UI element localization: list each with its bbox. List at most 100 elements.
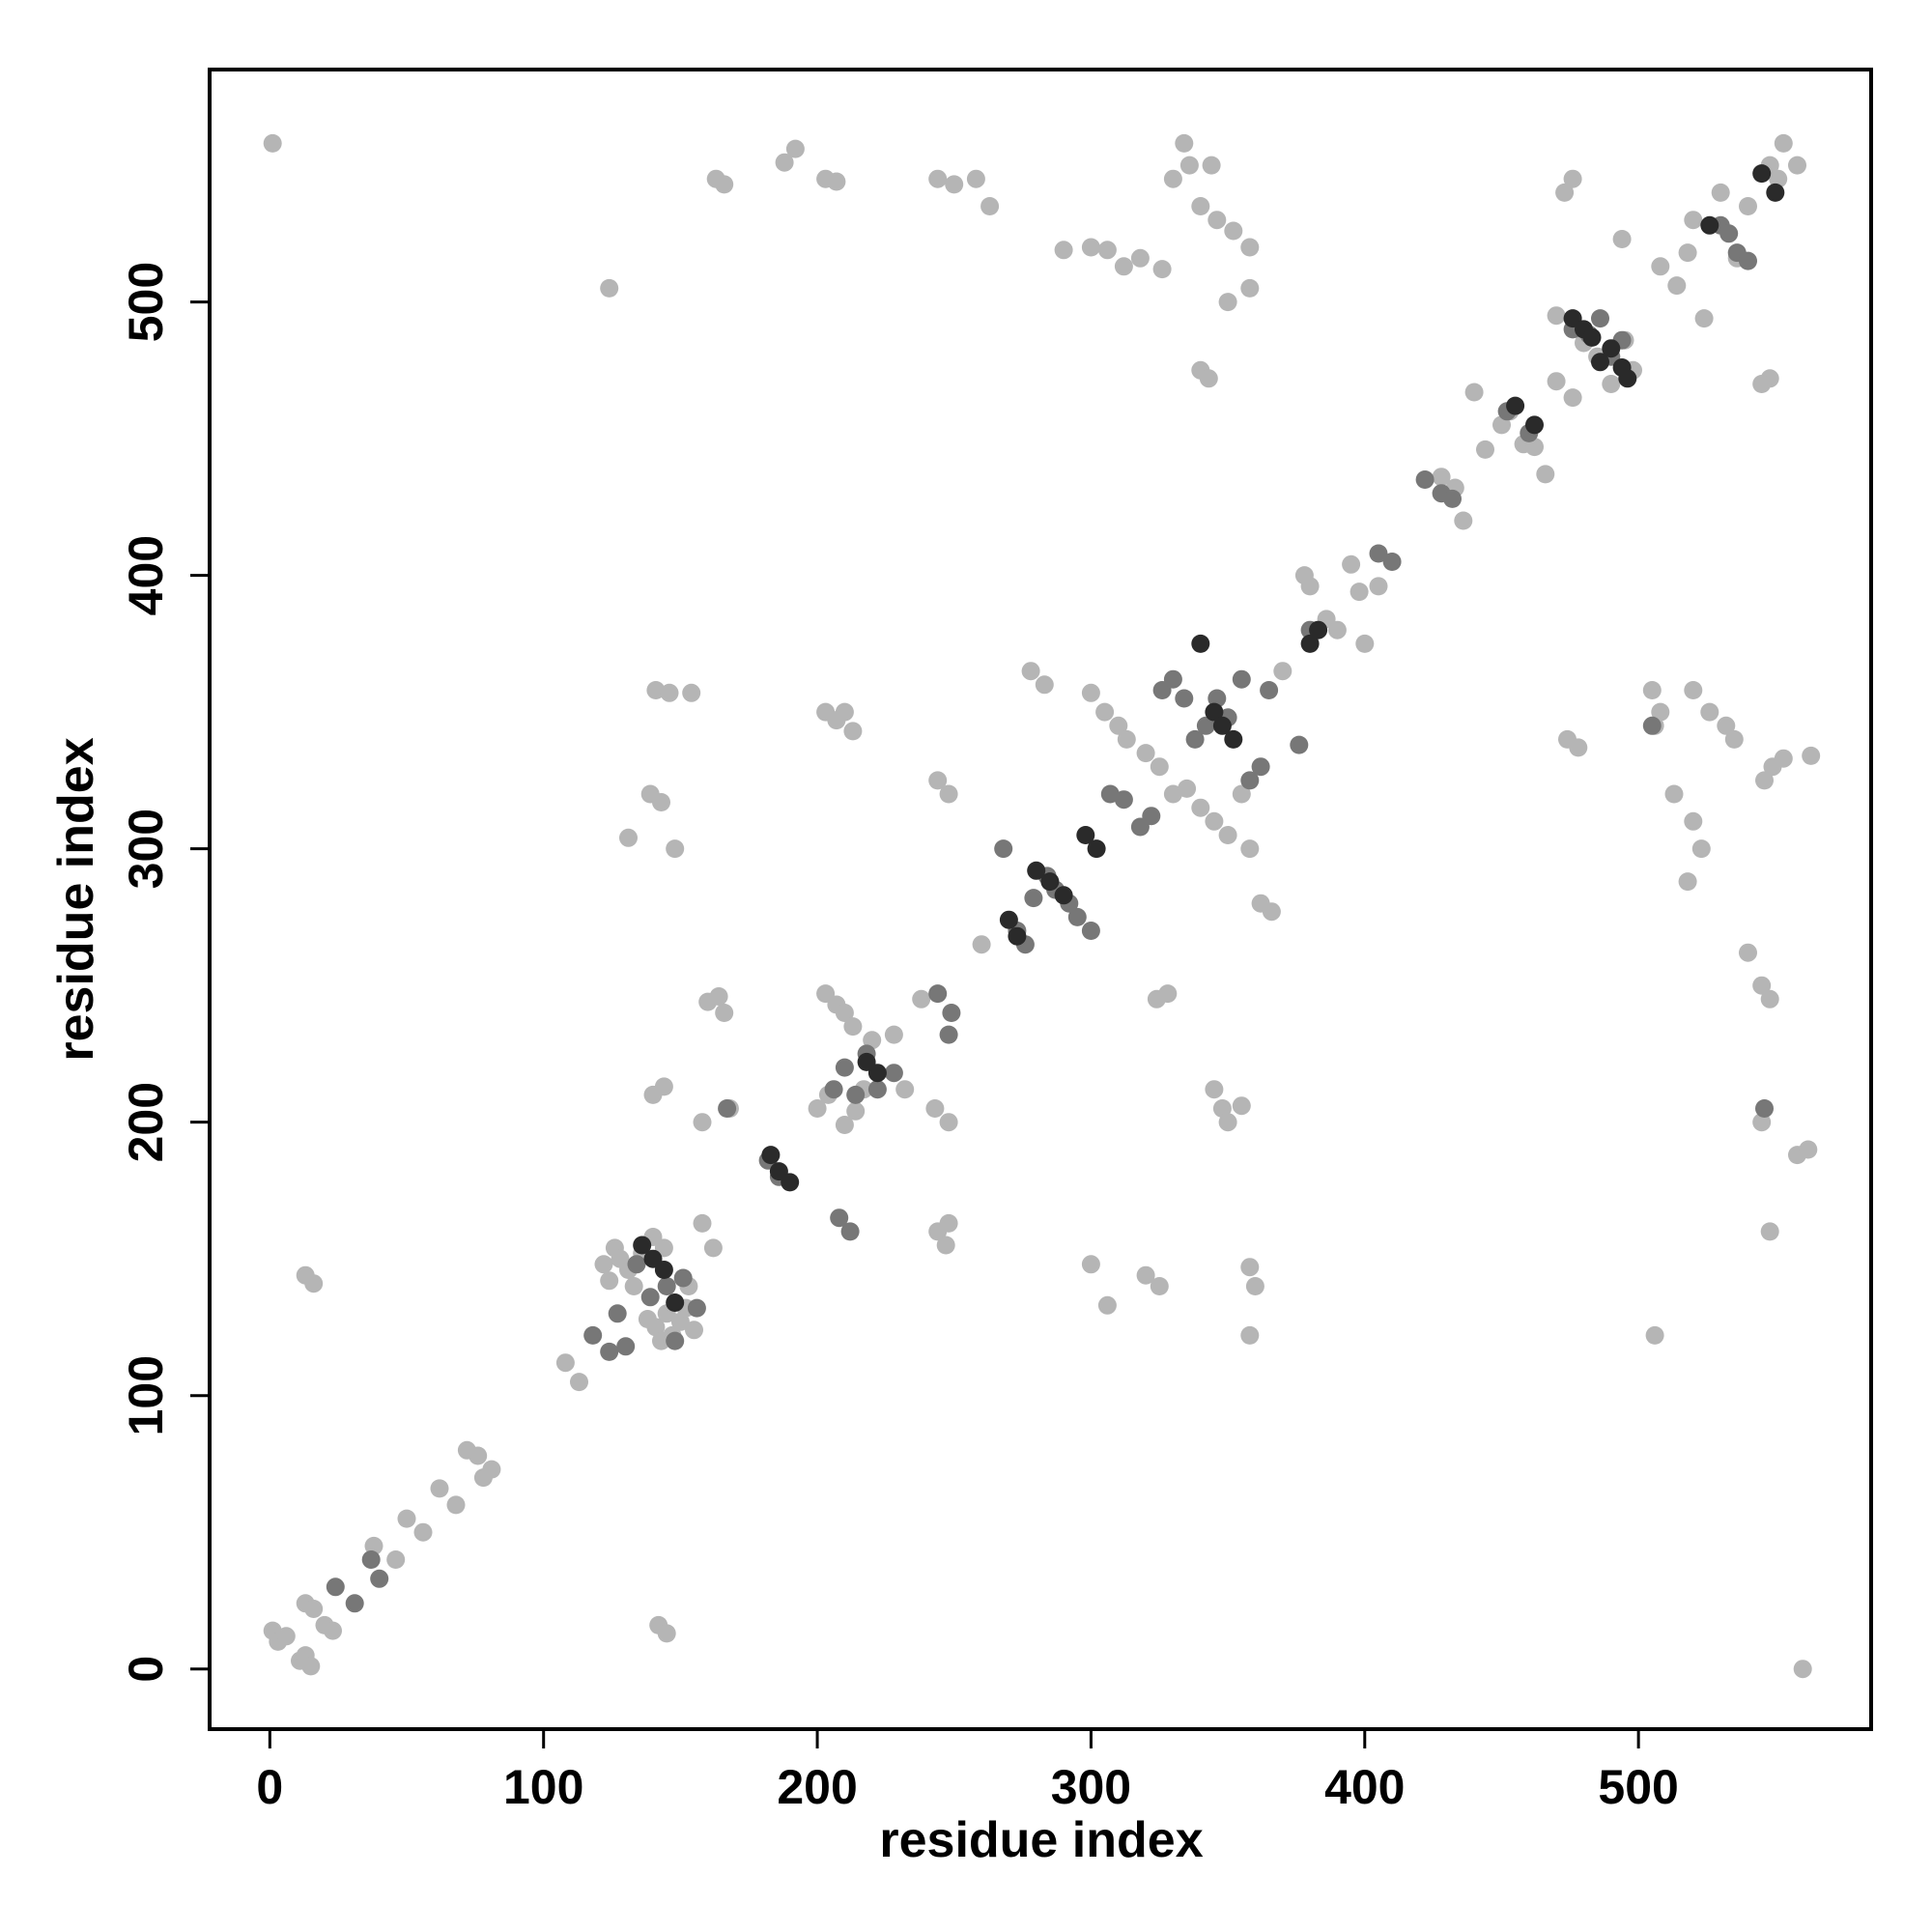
data-point-mid-13 (666, 1331, 685, 1350)
data-point-dark-6 (781, 1173, 800, 1192)
data-point-light-97 (1054, 241, 1073, 260)
data-point-light-10 (364, 1536, 384, 1555)
data-point-mid-21 (884, 1064, 903, 1083)
data-point-light-111 (1218, 293, 1237, 312)
data-point-light-163 (1536, 465, 1555, 484)
data-point-light-67 (827, 172, 846, 191)
data-point-light-142 (1202, 156, 1221, 175)
x-tick-label-0: 0 (256, 1760, 283, 1814)
y-axis: 0 100 200 300 400 500 (119, 262, 210, 1683)
data-point-light-178 (1645, 1325, 1664, 1345)
data-point-light-53 (646, 681, 666, 699)
data-point-mid-0 (326, 1577, 345, 1597)
data-point-dark-27 (1591, 353, 1609, 372)
data-point-mid-11 (673, 1268, 693, 1288)
data-point-dark-17 (1205, 702, 1224, 722)
data-point-mid-2 (370, 1569, 389, 1588)
data-point-mid-44 (1185, 729, 1205, 749)
data-point-light-56 (600, 278, 619, 298)
data-point-light-12 (397, 1509, 416, 1528)
data-points (263, 133, 1821, 1679)
data-point-light-100 (1114, 257, 1133, 276)
data-point-light-105 (1179, 156, 1199, 175)
data-point-light-50 (666, 839, 685, 859)
data-point-mid-45 (1196, 716, 1215, 735)
data-point-light-205 (1793, 1660, 1812, 1679)
data-point-mid-54 (1369, 544, 1388, 563)
data-point-mid-12 (687, 1298, 706, 1318)
data-point-light-21 (570, 1373, 588, 1392)
x-tick-label-200: 200 (777, 1760, 857, 1814)
data-point-dark-32 (1766, 183, 1785, 202)
data-point-mid-27 (939, 1025, 958, 1044)
x-tick-label-300: 300 (1051, 1760, 1131, 1814)
data-point-light-214 (1569, 738, 1588, 757)
x-tick-label-500: 500 (1598, 1760, 1678, 1814)
data-point-light-84 (912, 989, 931, 1009)
data-point-light-191 (1684, 681, 1703, 699)
data-point-light-136 (1205, 1080, 1224, 1099)
data-point-dark-9 (999, 910, 1018, 929)
data-point-light-82 (884, 1025, 903, 1044)
data-point-light-195 (1739, 943, 1757, 962)
data-point-mid-26 (942, 1004, 961, 1022)
data-point-light-40 (693, 1213, 712, 1233)
data-point-light-113 (1199, 369, 1218, 388)
data-point-light-200 (1774, 749, 1793, 768)
data-point-dark-33 (1700, 215, 1719, 235)
data-point-light-46 (693, 1113, 712, 1132)
data-point-light-23 (600, 1271, 619, 1291)
y-tick-label-200: 200 (119, 1082, 173, 1162)
data-point-mid-43 (1175, 689, 1194, 708)
data-point-light-44 (715, 1004, 734, 1022)
data-point-light-14 (430, 1479, 449, 1498)
data-point-light-43 (709, 987, 728, 1006)
data-point-light-57 (263, 133, 282, 153)
data-point-light-110 (1240, 278, 1260, 298)
data-point-light-76 (808, 1099, 827, 1118)
data-point-light-202 (1799, 1140, 1818, 1159)
x-axis-label: residue index (879, 1812, 1203, 1868)
data-point-light-168 (1547, 306, 1566, 326)
data-point-light-49 (619, 828, 638, 847)
data-point-light-128 (1262, 902, 1281, 922)
data-point-dark-18 (1212, 716, 1232, 735)
data-point-mid-25 (928, 984, 948, 1004)
data-point-light-106 (1191, 197, 1210, 215)
data-point-light-177 (1651, 702, 1670, 722)
data-point-light-88 (939, 1213, 958, 1233)
data-point-light-210 (1664, 784, 1684, 804)
data-point-mid-52 (1290, 735, 1309, 754)
data-point-mid-51 (1260, 681, 1279, 699)
data-point-light-11 (386, 1550, 406, 1569)
data-point-light-156 (1454, 511, 1473, 530)
data-point-light-104 (1175, 133, 1194, 153)
data-point-light-63 (715, 175, 734, 194)
data-point-light-190 (1788, 156, 1806, 175)
data-point-light-85 (925, 1099, 945, 1118)
data-point-light-64 (775, 153, 794, 172)
data-point-light-125 (1232, 784, 1251, 804)
data-point-mid-38 (1114, 790, 1133, 810)
data-point-dark-13 (1054, 886, 1073, 905)
data-point-light-164 (1547, 372, 1566, 391)
data-point-light-95 (980, 197, 1000, 215)
data-point-light-74 (835, 1004, 854, 1022)
data-point-light-123 (1205, 811, 1224, 831)
data-point-light-129 (1240, 1258, 1260, 1277)
data-point-light-188 (1769, 169, 1788, 188)
data-point-light-15 (446, 1495, 466, 1515)
data-point-mid-55 (1382, 553, 1402, 571)
data-point-light-152 (1355, 634, 1375, 653)
data-point-mid-48 (1232, 669, 1251, 689)
data-point-light-55 (682, 683, 701, 702)
y-axis-label: residue index (48, 737, 104, 1061)
data-point-light-133 (1097, 1295, 1117, 1315)
data-point-dark-3 (666, 1293, 685, 1312)
data-point-light-158 (1476, 440, 1494, 459)
data-point-light-98 (1081, 238, 1100, 257)
data-point-light-107 (1208, 211, 1227, 230)
data-point-light-157 (1464, 383, 1484, 402)
data-point-light-138 (1218, 1113, 1237, 1132)
